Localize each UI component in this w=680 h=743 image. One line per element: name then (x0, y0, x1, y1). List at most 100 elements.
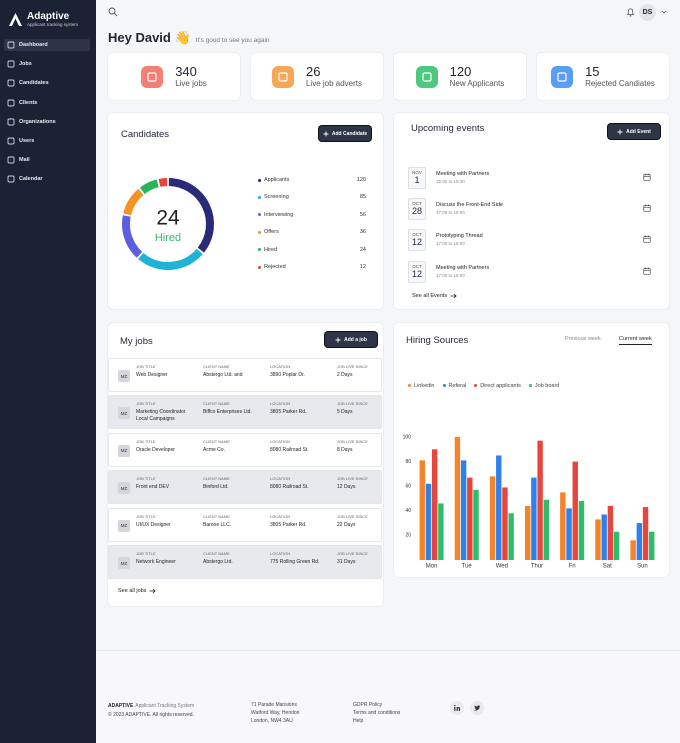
stat-label: Live job adverts (305, 78, 363, 88)
event-time: 15:00 to 15:30 (436, 179, 465, 184)
bell-icon[interactable] (626, 7, 635, 17)
stat-icon (415, 65, 438, 88)
calendar-icon[interactable] (643, 235, 651, 244)
job-row[interactable]: MZ JOB TITLE Front end DEV CLIENT NAME Binfo… (108, 470, 382, 505)
nav-icon-part (7, 175, 15, 183)
week-tab[interactable]: Previous week (565, 336, 601, 342)
cell-value: Abstergo Ltd. and (203, 372, 243, 378)
add-candidate-button[interactable]: Add Candidate (319, 126, 371, 141)
nav-item[interactable]: Organizations (4, 116, 90, 128)
calendar-icon[interactable] (643, 267, 651, 275)
legend-dot (408, 384, 411, 387)
nav-item[interactable]: Dashboard (4, 39, 90, 51)
legend-value: 120 (356, 177, 366, 183)
job-cell: JOB TITLE Front end DEV (136, 476, 200, 491)
event-date: OCT 28 (408, 198, 426, 221)
legend-value: 12 (359, 264, 366, 270)
job-row[interactable]: MZ JOB TITLE Oracle Developer CLIENT NAME Ac… (108, 432, 382, 467)
week-tab[interactable]: Current week (619, 336, 652, 345)
event-time: 17:00 to 18:00 (436, 272, 465, 278)
legend-label: Hired (264, 246, 278, 253)
event-title: Prototyping Thread (436, 233, 483, 240)
job-cell: JOB TITLE Network Engineer (136, 551, 200, 566)
stat-icon-glyph-part (557, 71, 567, 82)
linkedin-icon-part (454, 707, 456, 711)
stat-text: 26 Live job adverts (305, 63, 363, 89)
stat-value: 26 (305, 63, 321, 79)
footer-link[interactable]: Help (353, 718, 364, 724)
nav-item[interactable]: Clients (4, 97, 90, 109)
stat-card: 26 Live job adverts (251, 53, 383, 100)
add-event-button[interactable]: Add Event (608, 124, 660, 139)
bar (578, 500, 585, 560)
cell-value: Acme Co. (203, 446, 225, 453)
calendar-icon-part (643, 267, 651, 271)
hiring-card: Hiring Sources Previous week Current week L… (394, 323, 669, 577)
nav-icon (7, 156, 15, 164)
nav-item[interactable]: Users (4, 135, 90, 147)
bell-icon-part (626, 8, 635, 15)
add-job-button[interactable]: Add a job (325, 332, 377, 347)
job-cell: LOCATION 8080 Railroad St. (270, 476, 334, 491)
stat-icon-glyph-part (278, 71, 288, 82)
column-header: JOB TITLE (136, 401, 156, 407)
card-title: Candidates (121, 129, 170, 140)
x-tick-label: Fri (569, 564, 576, 570)
column-header: JOB LIVE SINCE (337, 476, 368, 482)
cell-value: Barone LLC. (203, 521, 232, 528)
avatar[interactable]: DS (639, 4, 656, 21)
chevron-icon[interactable] (661, 9, 667, 15)
legend-value: 24 (359, 246, 366, 253)
stat-icon (271, 65, 294, 88)
footer-link[interactable]: GDPR Policy (353, 702, 383, 708)
event-title: Discuss the Front-End Side (436, 202, 503, 209)
address-line: London, NW4 3AU (251, 718, 293, 724)
plus-icon-part (323, 131, 329, 136)
x-tick-label: Thur (531, 564, 543, 570)
legend-row: Rejected 12 (258, 264, 366, 270)
legend-dot (474, 384, 478, 387)
greeting-subtitle: It's good to see you again (195, 37, 270, 44)
donut-segment (123, 188, 144, 216)
legend-dot (258, 178, 261, 182)
calendar-icon[interactable] (643, 204, 651, 212)
calendar-icon[interactable] (643, 173, 651, 181)
job-cell: CLIENT NAME Abstergo Ltd. (203, 551, 267, 566)
twitter-icon[interactable] (470, 701, 484, 715)
cell-value: Web Designer (136, 372, 168, 378)
linkedin-icon[interactable] (450, 701, 464, 715)
footer: ADAPTIVE Applicant Tracking System © 2023 … (96, 650, 680, 743)
button-label: Add a job (344, 336, 367, 343)
nav-icon (7, 41, 15, 49)
see-all-jobs[interactable]: See all jobs (118, 588, 157, 594)
legend-label: Direct applicants (480, 383, 521, 389)
stat-icon (551, 65, 574, 88)
bar (642, 507, 649, 560)
bar (630, 540, 636, 560)
search-icon[interactable] (108, 7, 118, 17)
column-header: JOB TITLE (136, 438, 156, 444)
nav-item[interactable]: Jobs (4, 58, 90, 70)
card-title: Upcoming events (411, 123, 485, 134)
cell-value: 3805 Parker Rd. (270, 409, 307, 416)
nav-item[interactable]: Candidates (4, 77, 90, 89)
column-header: JOB TITLE (136, 551, 156, 556)
job-cell: JOB LIVE SINCE 31 Days (337, 551, 401, 566)
job-cell: CLIENT NAME Abstergo Ltd. and (203, 364, 267, 379)
nav-item[interactable]: Calendar (4, 173, 90, 185)
job-row[interactable]: MZ JOB TITLE Network Engineer CLIENT NAME Ab… (108, 545, 382, 579)
y-tick-label: 60 (405, 484, 411, 490)
see-all-events[interactable]: See all Events (412, 293, 457, 299)
bar (531, 477, 537, 560)
stat-label: New Applicants (449, 78, 505, 88)
job-cell: JOB TITLE UI/UX Designer (136, 514, 200, 529)
job-row[interactable]: MZ JOB TITLE Web Designer CLIENT NAME Abster… (108, 358, 382, 392)
job-cell: JOB LIVE SINCE 8 Days (337, 439, 401, 454)
job-cell: JOB LIVE SINCE 2 Days (337, 364, 401, 379)
job-row[interactable]: MZ JOB TITLE UI/UX Designer CLIENT NAME Baro… (108, 507, 382, 542)
job-row[interactable]: MZ JOB TITLE Marketing Coordinator Local C… (108, 395, 382, 430)
nav-item[interactable]: Mail (4, 154, 90, 166)
event-date: OCT 12 (408, 229, 426, 252)
footer-link[interactable]: Terms and conditions (353, 710, 401, 716)
y-tick-label: 40 (405, 508, 411, 514)
